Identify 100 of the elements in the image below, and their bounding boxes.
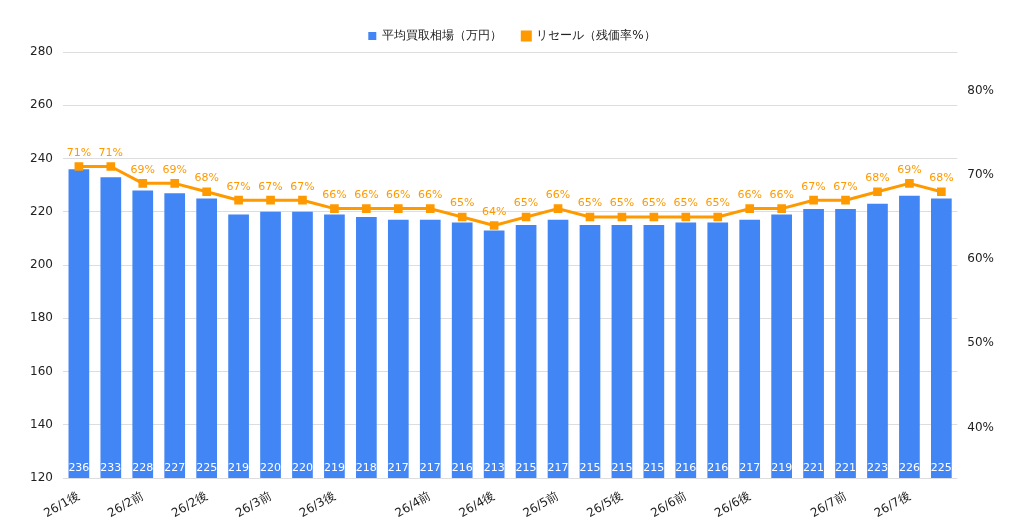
x-tick-label: 26/7後 — [871, 488, 913, 521]
x-tick-label: 26/5前 — [520, 488, 562, 521]
data-label: 217 — [419, 461, 441, 475]
point — [681, 212, 691, 222]
point — [617, 212, 627, 222]
point — [649, 212, 659, 222]
point — [202, 187, 211, 197]
x-tick-label: 26/3後 — [296, 488, 338, 521]
x-tick-label: 26/5後 — [584, 488, 625, 521]
data-label: 221 — [835, 461, 857, 475]
x-tick-label: 26/3前 — [232, 488, 274, 521]
data-label: 215 — [515, 461, 537, 475]
data-label: 227 — [164, 461, 186, 475]
data-label: 216 — [451, 461, 473, 475]
x-tick-label: 26/2後 — [169, 488, 210, 521]
y-tick-label: 280 — [30, 44, 53, 59]
data-label: 65% — [641, 196, 667, 210]
y-tick-label: 200 — [30, 257, 53, 272]
y-tick-label: 120 — [30, 470, 53, 485]
data-label: 220 — [260, 461, 282, 475]
data-label: 66% — [769, 187, 794, 201]
data-label: 218 — [355, 461, 377, 475]
data-label: 66% — [322, 187, 347, 201]
data-label: 215 — [611, 461, 633, 475]
data-label: 215 — [579, 461, 601, 475]
data-label: 65% — [705, 196, 730, 210]
data-label: 66% — [386, 187, 411, 201]
point — [457, 212, 467, 222]
point — [905, 179, 914, 188]
data-label: 68% — [929, 171, 954, 185]
data-label: 67% — [833, 179, 858, 193]
point — [745, 204, 755, 213]
point — [170, 179, 180, 188]
x-tick-label: 26/4後 — [456, 488, 498, 521]
data-label: 213 — [483, 461, 505, 475]
data-label: 65% — [673, 196, 699, 210]
point — [521, 212, 531, 222]
y2-tick-label: 80% — [967, 82, 994, 97]
data-label: 228 — [132, 461, 154, 475]
x-tick-label: 26/6前 — [648, 488, 689, 521]
data-label: 65% — [513, 196, 539, 210]
data-label: 66% — [418, 187, 443, 201]
data-label: 216 — [707, 461, 729, 475]
data-label: 71% — [98, 145, 124, 159]
point — [298, 195, 307, 205]
data-label: 236 — [68, 461, 90, 475]
data-label: 69% — [897, 162, 922, 176]
data-label: 217 — [739, 461, 761, 475]
data-label: 66% — [354, 187, 379, 201]
data-label: 65% — [609, 196, 635, 210]
point — [585, 212, 595, 222]
data-label: 217 — [547, 461, 569, 475]
x-tick-label: 26/4前 — [392, 488, 434, 521]
point — [841, 195, 850, 205]
data-label: 67% — [226, 179, 251, 193]
point — [393, 204, 403, 213]
y-tick-label: 160 — [30, 363, 53, 378]
data-label: 66% — [737, 187, 762, 201]
y-tick-label: 240 — [30, 150, 53, 165]
point — [106, 162, 116, 171]
data-label: 221 — [803, 461, 825, 475]
data-label: 68% — [194, 171, 219, 185]
y2-tick-label: 70% — [967, 167, 994, 182]
point — [425, 204, 435, 213]
point — [362, 204, 371, 213]
data-label: 216 — [675, 461, 697, 475]
data-label: 226 — [898, 461, 920, 475]
data-label: 217 — [387, 461, 409, 475]
x-tick-label: 26/7前 — [807, 488, 849, 521]
point — [937, 187, 946, 197]
point — [138, 179, 148, 188]
data-label: 69% — [130, 162, 155, 176]
data-label: 225 — [930, 461, 952, 475]
data-label: 67% — [801, 179, 826, 193]
point — [713, 212, 723, 222]
point — [489, 221, 499, 230]
data-label: 66% — [545, 187, 571, 201]
x-tick-label: 26/1後 — [41, 488, 82, 521]
y-tick-label: 180 — [30, 310, 53, 325]
y-tick-label: 260 — [30, 97, 53, 112]
legend-label: 平均買取相場（万円） — [382, 28, 503, 43]
point — [330, 204, 339, 213]
point — [809, 195, 818, 205]
point — [777, 204, 786, 213]
y2-tick-label: 60% — [967, 251, 994, 266]
x-tick-label: 26/2前 — [105, 488, 146, 521]
data-label: 67% — [258, 179, 283, 193]
data-label: 71% — [66, 145, 92, 159]
y2-tick-label: 50% — [967, 335, 994, 350]
y-tick-label: 220 — [30, 203, 53, 218]
data-label: 69% — [162, 162, 187, 176]
y-tick-label: 140 — [30, 416, 53, 431]
data-label: 215 — [643, 461, 665, 475]
point — [74, 162, 84, 171]
data-label: 225 — [196, 461, 218, 475]
data-label: 220 — [291, 461, 313, 475]
data-label: 219 — [228, 461, 250, 475]
y2-tick-label: 40% — [967, 419, 994, 434]
legend-label: リセール（残価率%） — [536, 28, 656, 43]
data-label: 65% — [577, 196, 603, 210]
